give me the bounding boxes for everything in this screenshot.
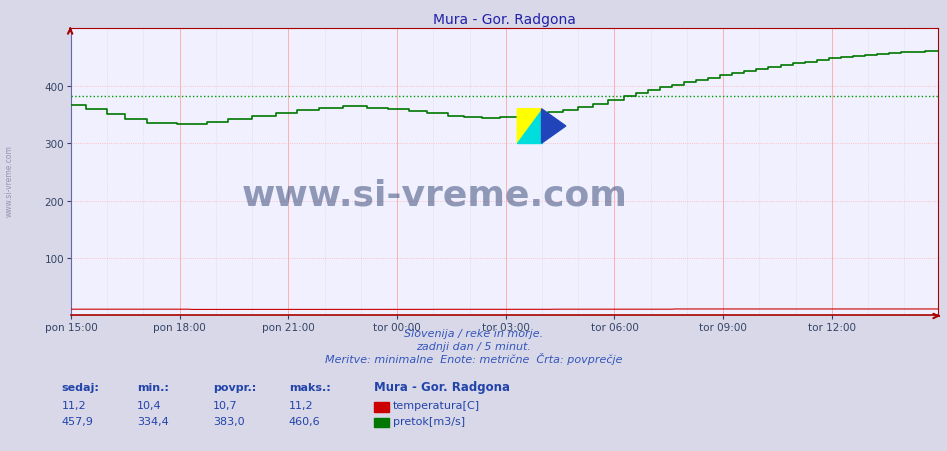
Polygon shape: [517, 110, 542, 144]
Text: Mura - Gor. Radgona: Mura - Gor. Radgona: [374, 380, 510, 393]
Polygon shape: [517, 110, 542, 144]
Title: Mura - Gor. Radgona: Mura - Gor. Radgona: [433, 13, 576, 27]
Text: zadnji dan / 5 minut.: zadnji dan / 5 minut.: [416, 341, 531, 351]
Text: 457,9: 457,9: [62, 416, 94, 426]
Text: www.si-vreme.com: www.si-vreme.com: [5, 144, 14, 216]
Text: maks.:: maks.:: [289, 382, 331, 392]
Text: min.:: min.:: [137, 382, 170, 392]
Text: temperatura[C]: temperatura[C]: [393, 400, 480, 410]
Text: 10,7: 10,7: [213, 400, 238, 410]
Text: pretok[m3/s]: pretok[m3/s]: [393, 416, 465, 426]
Text: sedaj:: sedaj:: [62, 382, 99, 392]
Text: Meritve: minimalne  Enote: metrične  Črta: povprečje: Meritve: minimalne Enote: metrične Črta:…: [325, 352, 622, 364]
Text: povpr.:: povpr.:: [213, 382, 257, 392]
Text: 11,2: 11,2: [289, 400, 313, 410]
Text: 460,6: 460,6: [289, 416, 320, 426]
Polygon shape: [542, 110, 565, 144]
Text: Slovenija / reke in morje.: Slovenija / reke in morje.: [404, 328, 543, 338]
Text: 10,4: 10,4: [137, 400, 162, 410]
Text: 11,2: 11,2: [62, 400, 86, 410]
Text: 383,0: 383,0: [213, 416, 244, 426]
Text: 334,4: 334,4: [137, 416, 170, 426]
Text: www.si-vreme.com: www.si-vreme.com: [242, 179, 628, 212]
